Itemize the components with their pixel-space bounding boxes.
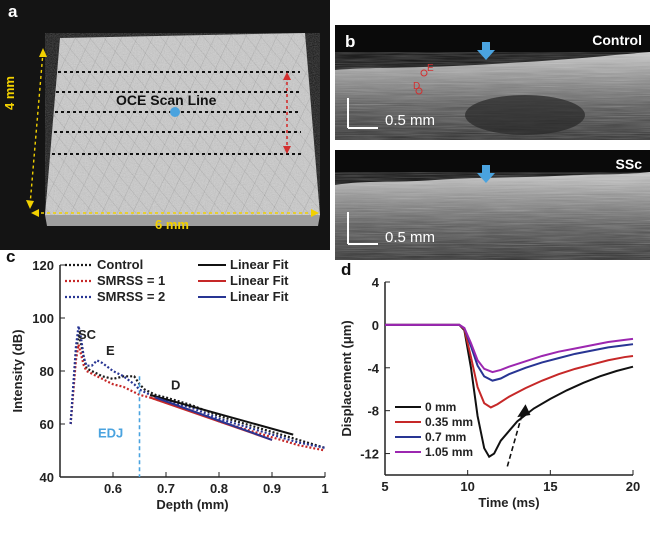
d-legend-label: 1.05 mm [425, 445, 473, 459]
c-x-tick-label: 0.6 [104, 481, 122, 496]
c-series-3 [149, 393, 294, 436]
c-y-tick-label: 80 [40, 364, 54, 379]
c-legend-label: Control [97, 257, 143, 272]
d-series-1 [385, 323, 634, 409]
control-title: Control [592, 32, 642, 48]
c-y-tick-label: 40 [40, 470, 54, 485]
d-series-2 [385, 323, 634, 382]
skin-side-face [45, 215, 320, 226]
oce-scan-line-label: OCE Scan Line [116, 92, 217, 108]
height-dimension-label: 4 mm [2, 76, 17, 110]
layer-e-label: E [427, 63, 434, 74]
d-y-tick-label: 0 [372, 318, 379, 333]
c-y-tick-label: 120 [32, 258, 54, 273]
d-y-tick-label: -12 [360, 447, 379, 462]
d-legend-label: 0.35 mm [425, 415, 473, 429]
c-x-axis-label: Depth (mm) [156, 497, 228, 512]
panel-a-svg [0, 0, 330, 250]
c-legend-fit-label: Linear Fit [230, 273, 289, 288]
c-y-axis-label: Intensity (dB) [10, 329, 25, 412]
d-y-axis-label: Displacement (μm) [339, 320, 354, 436]
c-x-tick-label: 1 [321, 481, 328, 496]
panel-b-letter: b [345, 32, 356, 51]
c-legend-fit-label: Linear Fit [230, 289, 289, 304]
d-y-tick-label: 4 [372, 275, 380, 290]
c-x-tick-label: 0.8 [210, 481, 228, 496]
panel-d-letter: d [341, 260, 352, 279]
width-dimension-label: 6 mm [155, 217, 189, 232]
displacement-time-chart: 5 10 15 20 4 0 -4 -8 -12 Time (ms) Displacement (μ… [339, 275, 640, 510]
c-legend-label: SMRSS = 2 [97, 289, 165, 304]
scale-bars [347, 98, 378, 245]
control-scalebar-label: 0.5 mm [385, 112, 436, 129]
d-legend-label: 0 mm [425, 400, 456, 414]
c-series-5 [155, 396, 273, 441]
d-x-tick-label: 20 [626, 479, 640, 494]
layer-d-marker [415, 87, 423, 95]
d-series-3 [385, 323, 634, 374]
scan-point-marker [170, 107, 180, 117]
scan-position-arrows [477, 42, 495, 183]
d-x-tick-label: 10 [460, 479, 474, 494]
intensity-depth-chart: 0.6 0.7 0.8 0.9 1 40 60 80 100 120 Depth (mm) Inten… [10, 257, 329, 512]
sc-annotation: SC [78, 327, 97, 342]
c-x-tick-label: 0.7 [157, 481, 175, 496]
edj-annotation: EDJ [98, 425, 123, 440]
trend-arrow [506, 413, 523, 467]
layer-e-marker [420, 69, 428, 77]
d-series-0 [385, 323, 634, 459]
panel-c: c 0.6 0.7 0.8 0.9 1 40 60 80 100 120 Depth (mm) Int… [0, 245, 335, 542]
d-x-tick-label: 15 [543, 479, 557, 494]
d-y-tick-label: -8 [367, 404, 379, 419]
d-x-axis-label: Time (ms) [478, 495, 539, 510]
c-legend-label: SMRSS = 1 [97, 273, 165, 288]
panel-c-letter: c [6, 247, 16, 266]
panel-d: d 5 10 15 20 4 0 -4 -8 -12 Time (ms) Displacement … [335, 260, 650, 542]
panel-b: b Control SSc 0.5 mm 0.5 mm E D [335, 0, 650, 262]
ssc-scalebar-label: 0.5 mm [385, 229, 436, 246]
layer-d-label: D [413, 81, 421, 92]
panel-a-letter: a [8, 2, 18, 21]
c-x-tick-label: 0.9 [263, 481, 281, 496]
c-y-tick-label: 100 [32, 311, 54, 326]
d-y-tick-label: -4 [367, 361, 379, 376]
e-annotation: E [106, 343, 115, 358]
panel-b-svg [335, 25, 650, 260]
d-legend-label: 0.7 mm [425, 430, 466, 444]
dimension-arrows [29, 51, 315, 214]
d-x-tick-label: 5 [381, 479, 388, 494]
d-annotation: D [171, 378, 180, 393]
panel-a: a 4 mm 6 mm OCE Scan Line [0, 0, 330, 250]
c-legend-fit-label: Linear Fit [230, 257, 289, 272]
ssc-title: SSc [615, 156, 642, 172]
trend-arrow-head [517, 404, 531, 418]
c-y-tick-label: 60 [40, 417, 54, 432]
